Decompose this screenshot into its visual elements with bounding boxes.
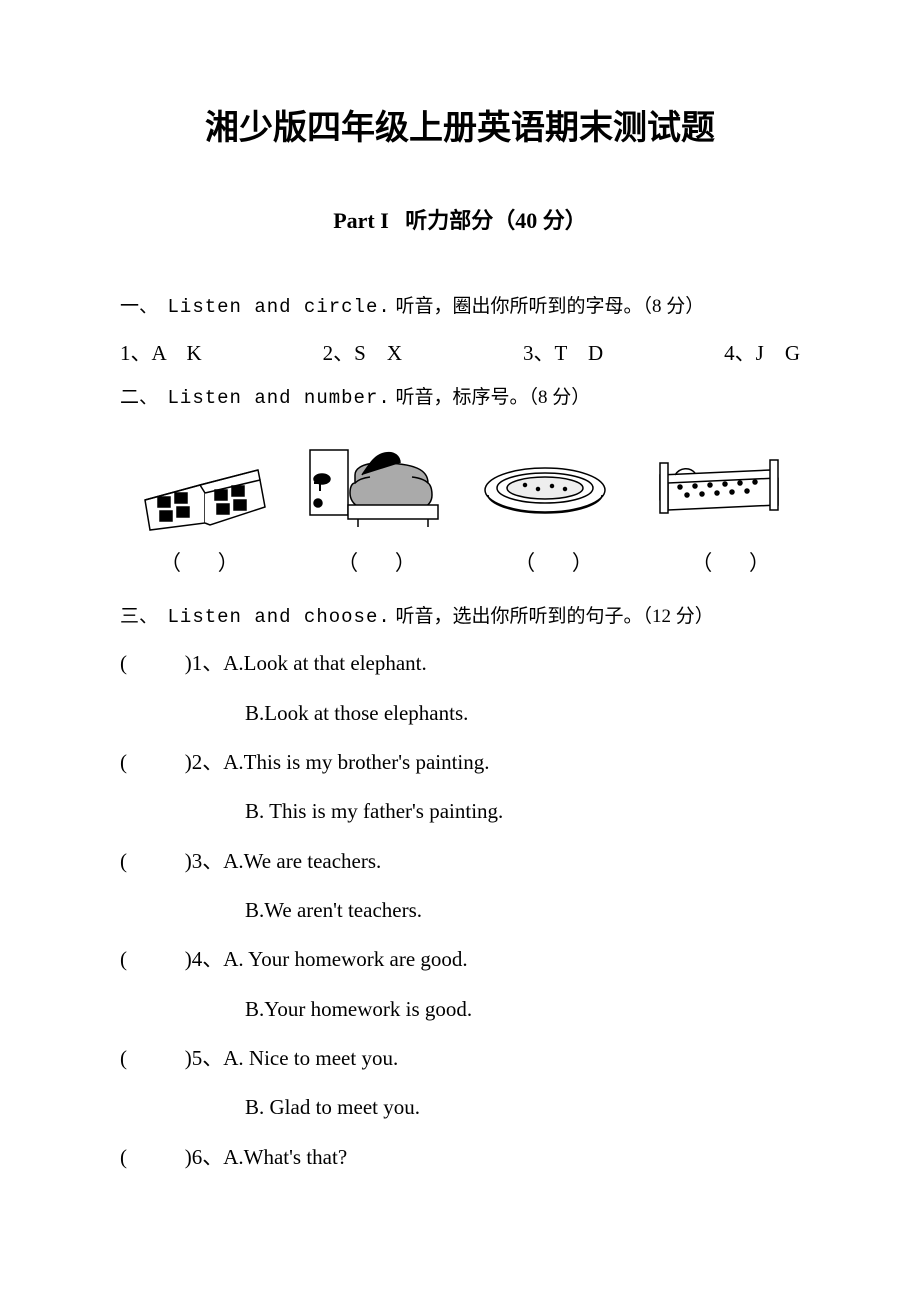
blank-2: （ ） <box>337 547 416 577</box>
image-bed-icon <box>640 445 790 535</box>
image-book-icon <box>130 445 280 535</box>
section1-heading: 一、 Listen and circle. 听音，圈出你所听到的字母。（8 分） <box>120 285 800 330</box>
section2-label: 二、 <box>120 387 158 408</box>
section2-instr-en: Listen and number. <box>168 387 391 409</box>
image-sofa-icon <box>300 445 450 535</box>
part-en: Part I <box>333 208 389 233</box>
section2-heading: 二、 Listen and number. 听音，标序号。（8 分） <box>120 376 800 421</box>
s1-item-1: 1、A K <box>120 330 202 376</box>
s1-item-4: 4、J G <box>724 330 800 376</box>
s3-item-1: ( )1、A.Look at that elephant. B.Look at … <box>120 639 800 738</box>
page-title: 湘少版四年级上册英语期末测试题 <box>120 100 800 149</box>
section1-label: 一、 <box>120 296 158 317</box>
s1-item-2: 2、S X <box>323 330 402 376</box>
s3-item-5: ( )5、A. Nice to meet you. B. Glad to mee… <box>120 1034 800 1133</box>
section3-instr-en: Listen and choose. <box>168 606 391 628</box>
section2-blanks: （ ） （ ） （ ） （ ） <box>120 547 800 577</box>
s3-item-3: ( )3、A.We are teachers. B.We aren't teac… <box>120 837 800 936</box>
blank-3: （ ） <box>514 547 593 577</box>
s3-item-6: ( )6、A.What's that? <box>120 1133 800 1182</box>
blank-4: （ ） <box>691 547 770 577</box>
section2-instr-zh: 听音，标序号。（8 分） <box>396 387 591 408</box>
s3-item-4: ( )4、A. Your homework are good. B.Your h… <box>120 935 800 1034</box>
section3-label: 三、 <box>120 606 158 627</box>
section2-images <box>120 445 800 535</box>
section3-items: ( )1、A.Look at that elephant. B.Look at … <box>120 639 800 1182</box>
section1-instr-en: Listen and circle. <box>168 296 391 318</box>
s1-item-3: 3、T D <box>523 330 603 376</box>
exam-page: 湘少版四年级上册英语期末测试题 Part I 听力部分（40 分） 一、 Lis… <box>0 0 920 1302</box>
section3-instr-zh: 听音，选出你所听到的句子。（12 分） <box>396 606 714 627</box>
s3-item-2: ( )2、A.This is my brother's painting. B.… <box>120 738 800 837</box>
part-zh: 听力部分（40 分） <box>405 208 587 233</box>
part-heading: Part I 听力部分（40 分） <box>120 203 800 235</box>
blank-1: （ ） <box>160 547 239 577</box>
section3-heading: 三、 Listen and choose. 听音，选出你所听到的句子。（12 分… <box>120 595 800 640</box>
section1-instr-zh: 听音，圈出你所听到的字母。（8 分） <box>396 296 705 317</box>
image-plate-icon <box>470 445 620 535</box>
section1-items-row: 1、A K 2、S X 3、T D 4、J G <box>120 330 800 376</box>
